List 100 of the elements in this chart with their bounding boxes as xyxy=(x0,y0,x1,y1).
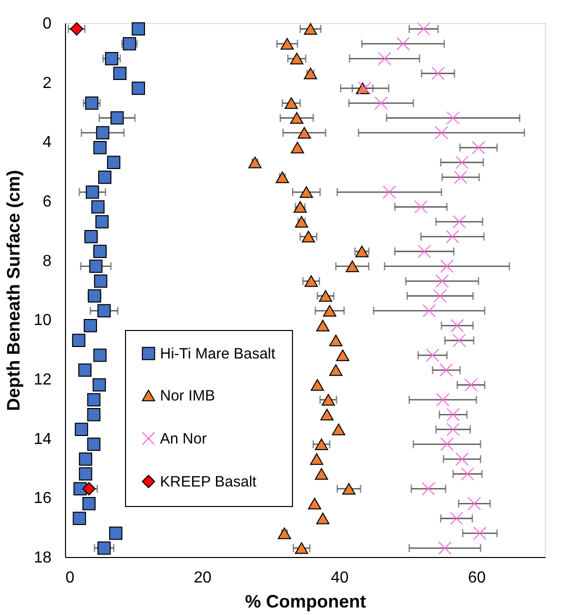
point xyxy=(452,334,466,348)
point xyxy=(436,274,449,288)
point xyxy=(294,216,308,228)
point xyxy=(93,140,107,154)
point xyxy=(332,424,346,436)
point xyxy=(280,38,294,50)
point xyxy=(294,542,308,554)
point xyxy=(374,96,388,110)
point xyxy=(278,527,292,540)
point xyxy=(446,408,460,422)
point xyxy=(446,422,460,436)
x-axis-title: % Component xyxy=(245,592,366,612)
y-tick-label: 18 xyxy=(34,550,52,566)
point xyxy=(85,96,98,110)
point xyxy=(304,275,318,287)
y-tick-label: 2 xyxy=(42,74,52,92)
point xyxy=(308,498,322,510)
point xyxy=(426,348,440,362)
point xyxy=(422,482,436,496)
point xyxy=(440,260,454,273)
point xyxy=(314,468,328,480)
point xyxy=(455,156,469,170)
point xyxy=(454,170,468,184)
point xyxy=(300,186,313,198)
point xyxy=(440,363,453,377)
point xyxy=(74,422,88,436)
point xyxy=(320,408,334,420)
point xyxy=(473,526,486,540)
point xyxy=(110,111,124,125)
point xyxy=(433,289,447,303)
point xyxy=(109,526,122,540)
y-tick-label: 0 xyxy=(42,16,52,32)
point xyxy=(314,438,328,450)
point xyxy=(472,140,486,154)
point xyxy=(72,512,86,526)
point xyxy=(105,52,118,66)
legend-label: Hi-Ti Mare Basalt xyxy=(160,346,276,362)
point xyxy=(414,200,428,214)
point xyxy=(418,244,431,258)
point xyxy=(284,97,298,109)
point xyxy=(329,364,342,376)
point xyxy=(464,378,478,392)
point xyxy=(97,541,111,555)
point xyxy=(248,156,262,168)
x-tick-label: 60 xyxy=(468,570,486,586)
point xyxy=(431,66,445,80)
point xyxy=(87,438,100,451)
point xyxy=(336,349,350,362)
point xyxy=(452,215,466,228)
point xyxy=(88,289,102,303)
point xyxy=(107,156,120,170)
x-tick-label: 0 xyxy=(66,570,74,586)
point xyxy=(438,541,452,555)
point xyxy=(87,408,100,422)
point xyxy=(78,467,92,481)
point xyxy=(310,453,324,465)
point xyxy=(450,318,464,332)
point xyxy=(329,334,342,346)
point xyxy=(298,126,311,139)
y-tick-label: 14 xyxy=(34,430,52,448)
point xyxy=(276,171,289,184)
y-axis-title: Depth Beneath Surface (cm) xyxy=(4,170,24,412)
point xyxy=(70,22,84,36)
point xyxy=(455,452,469,466)
point xyxy=(98,170,112,184)
point xyxy=(310,379,324,391)
point xyxy=(122,37,136,50)
point xyxy=(446,111,460,125)
point xyxy=(92,378,106,392)
y-tick-label: 16 xyxy=(34,490,52,508)
y-tick-label: 12 xyxy=(34,372,52,388)
point xyxy=(440,438,454,451)
legend-label: KREEP Basalt xyxy=(160,474,258,490)
point xyxy=(417,22,430,36)
point xyxy=(434,126,448,140)
point xyxy=(378,52,392,66)
point xyxy=(290,52,304,64)
point xyxy=(89,260,102,273)
point xyxy=(302,230,316,242)
point xyxy=(304,23,318,35)
y-tick-label: 8 xyxy=(42,252,52,270)
point xyxy=(322,394,335,406)
point xyxy=(84,318,97,332)
y-tick-label: 4 xyxy=(42,134,52,152)
point xyxy=(304,68,318,80)
point xyxy=(78,452,92,466)
x-tick-label: 40 xyxy=(330,570,349,586)
point xyxy=(342,482,356,495)
point xyxy=(82,482,96,496)
point xyxy=(87,393,100,406)
point xyxy=(97,304,111,318)
point xyxy=(95,215,109,228)
point xyxy=(93,244,107,258)
legend-label: Nor IMB xyxy=(160,388,216,404)
point xyxy=(422,304,436,318)
point xyxy=(396,37,410,50)
point xyxy=(290,142,304,154)
point xyxy=(358,82,372,95)
point xyxy=(82,496,96,510)
point xyxy=(460,467,474,481)
